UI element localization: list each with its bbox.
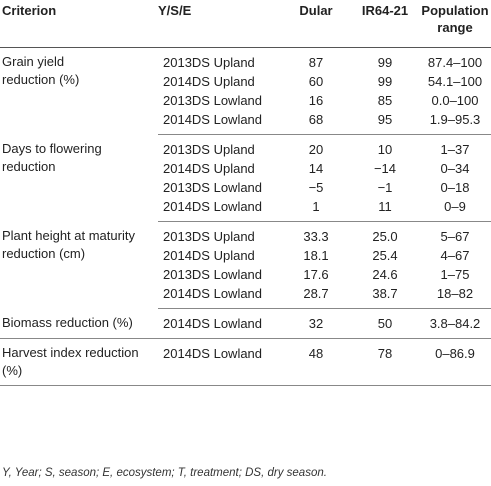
yse-cell: 2013DS Upland (163, 55, 255, 70)
dular-cell: 16 (308, 93, 324, 108)
criterion-cell: Plant height at maturity reduction (cm) (0, 222, 158, 309)
dular-cell: 28.7 (281, 284, 351, 309)
table-row: Grain yield reduction (%) 2013DS Upland 87 9… (0, 48, 491, 87)
yse-cell: 2013DS Lowland (163, 267, 263, 282)
table-row: Days to flowering reduction 2013DS Upland 2… (0, 135, 491, 174)
table-row: Plant height at maturity reduction (cm) 20… (0, 222, 491, 261)
dular-cell: −5 (308, 180, 324, 195)
table-row: 2013DS Lowland 17.6 24.6 1–75 (0, 265, 491, 284)
ir64-cell: 95 (351, 110, 419, 135)
header-population-range: Population range (419, 0, 491, 48)
ir64-cell: 85 (377, 93, 393, 108)
table-body: Grain yield reduction (%) 2013DS Upland 87 9… (0, 48, 491, 386)
yse-cell: 2014DS Lowland (158, 110, 281, 135)
criterion-cell: Grain yield reduction (%) (0, 48, 158, 135)
range-cell: 1–75 (440, 267, 470, 282)
dular-cell: 48 (281, 338, 351, 386)
table-row: 2013DS Lowland −5 −1 0–18 (0, 178, 491, 197)
ir64-cell: 78 (351, 338, 419, 386)
criterion-line: Grain yield (2, 54, 65, 69)
header-yse: Y/S/E (158, 0, 281, 48)
dular-cell: 33.3 (303, 229, 329, 244)
dular-cell: 60 (308, 74, 324, 89)
criterion-line: Days to flowering (2, 140, 102, 156)
ir64-cell: −14 (373, 161, 397, 176)
range-cell: 3.8–84.2 (419, 308, 491, 339)
range-cell: 0–86.9 (419, 338, 491, 386)
criterion-line: Harvest index reduction (2, 345, 139, 360)
yse-cell: 2014DS Lowland (158, 338, 281, 386)
table-row: 2014DS Lowland 28.7 38.7 18–82 (0, 284, 491, 309)
range-cell: 0.0–100 (431, 93, 479, 108)
ir64-cell: 50 (351, 308, 419, 339)
criterion-cell: Biomass reduction (%) (0, 308, 158, 339)
header-range-line2: range (437, 20, 473, 35)
criterion-line: Plant height at maturity (2, 227, 135, 243)
range-cell: 0–9 (419, 197, 491, 222)
ir64-cell: −1 (377, 180, 393, 195)
yse-cell: 2013DS Lowland (163, 93, 263, 108)
table-row: 2014DS Upland 14 −14 0–34 (0, 159, 491, 178)
ir64-cell: 10 (377, 142, 393, 157)
criterion-line: reduction (%) (2, 72, 80, 87)
dular-cell: 17.6 (303, 267, 329, 282)
table-row: 2014DS Lowland 1 11 0–9 (0, 197, 491, 222)
range-cell: 0–18 (440, 180, 470, 195)
criterion-cell: Days to flowering reduction (0, 135, 158, 222)
range-cell: 18–82 (419, 284, 491, 309)
yse-cell: 2014DS Upland (163, 248, 255, 263)
header-range-line1: Population (421, 3, 489, 18)
table-row: Harvest index reduction (%) 2014DS Lowland… (0, 338, 491, 386)
range-cell: 1–37 (440, 142, 470, 157)
header-dular: Dular (281, 0, 351, 48)
header-criterion: Criterion (0, 0, 158, 48)
dular-cell: 68 (281, 110, 351, 135)
yse-cell: 2014DS Lowland (158, 197, 281, 222)
dular-cell: 18.1 (303, 248, 329, 263)
ir64-cell: 11 (351, 197, 419, 222)
table-row: 2014DS Upland 18.1 25.4 4–67 (0, 246, 491, 265)
ir64-cell: 24.6 (372, 267, 398, 282)
criterion-line: reduction (2, 158, 56, 174)
criterion-line: Biomass reduction (%) (2, 314, 133, 330)
ir64-cell: 99 (377, 74, 393, 89)
dular-cell: 20 (308, 142, 324, 157)
dular-cell: 14 (308, 161, 324, 176)
table-row: 2013DS Lowland 16 85 0.0–100 (0, 91, 491, 110)
range-cell: 0–34 (440, 161, 470, 176)
criterion-cell: Harvest index reduction (%) (0, 338, 158, 386)
header-ir64: IR64-21 (351, 0, 419, 48)
ir64-cell: 99 (377, 55, 393, 70)
dular-cell: 32 (281, 308, 351, 339)
range-cell: 4–67 (440, 248, 470, 263)
data-table: Criterion Y/S/E Dular IR64-21 Population… (0, 0, 491, 386)
range-cell: 5–67 (440, 229, 470, 244)
yse-cell: 2014DS Lowland (158, 308, 281, 339)
ir64-cell: 25.0 (372, 229, 398, 244)
range-cell: 87.4–100 (427, 55, 483, 70)
ir64-cell: 38.7 (351, 284, 419, 309)
dular-cell: 1 (281, 197, 351, 222)
table-row: 2014DS Lowland 68 95 1.9–95.3 (0, 110, 491, 135)
yse-cell: 2013DS Upland (163, 142, 255, 157)
criterion-line: reduction (cm) (2, 245, 86, 261)
yse-cell: 2014DS Lowland (158, 284, 281, 309)
criterion-line: (%) (2, 363, 23, 378)
yse-cell: 2014DS Upland (163, 161, 255, 176)
yse-cell: 2013DS Lowland (163, 180, 263, 195)
dular-cell: 87 (308, 55, 324, 70)
table-row: 2014DS Upland 60 99 54.1–100 (0, 72, 491, 91)
table-footnote: Y, Year; S, season; E, ecosystem; T, tre… (2, 467, 327, 479)
ir64-cell: 25.4 (372, 248, 398, 263)
header-row: Criterion Y/S/E Dular IR64-21 Population… (0, 0, 491, 48)
range-cell: 54.1–100 (427, 74, 483, 89)
table-row: Biomass reduction (%) 2014DS Lowland 32 50 3… (0, 308, 491, 339)
yse-cell: 2014DS Upland (163, 74, 255, 89)
yse-cell: 2013DS Upland (163, 229, 255, 244)
range-cell: 1.9–95.3 (419, 110, 491, 135)
